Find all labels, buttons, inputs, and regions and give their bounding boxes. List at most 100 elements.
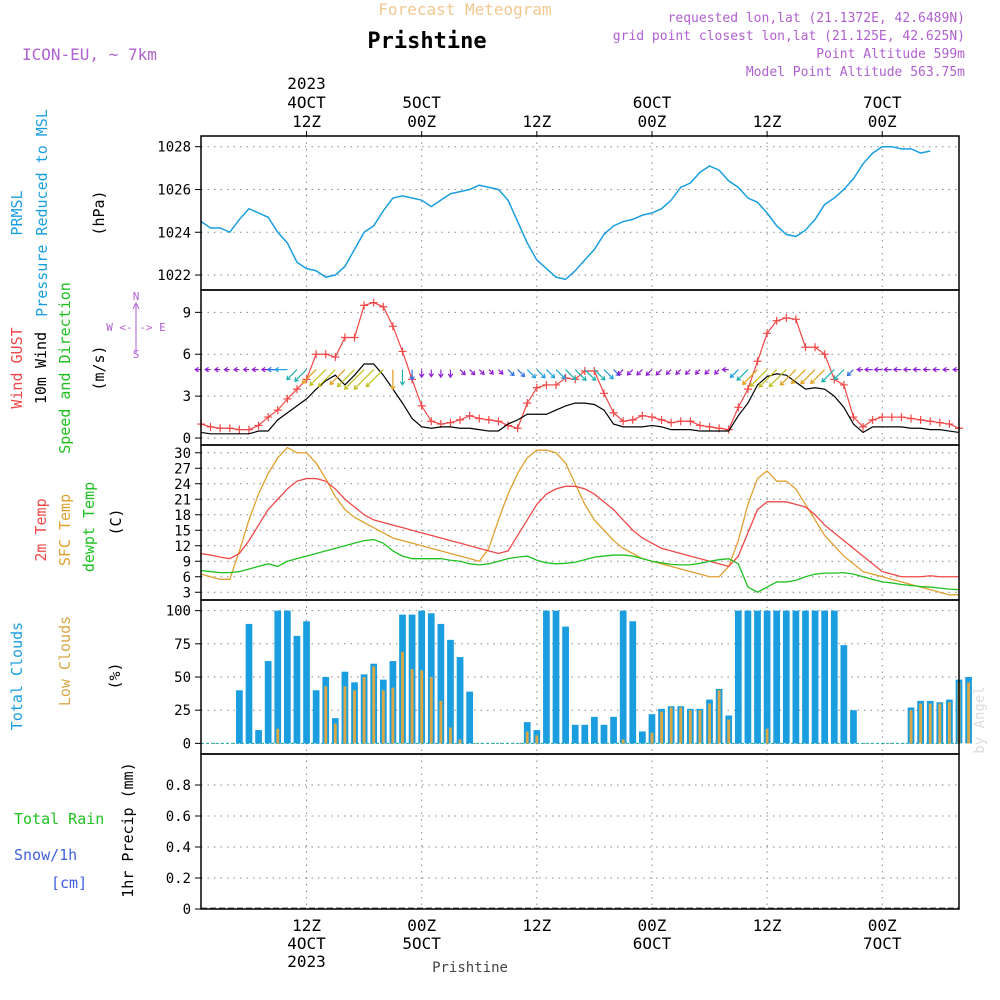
gust-marker (484, 415, 493, 424)
gust-marker (321, 350, 330, 359)
ytick-label: 75 (174, 637, 191, 653)
wind-arrow (833, 369, 845, 381)
gust-marker (676, 417, 685, 426)
bottom-time-label: 6OCT (633, 934, 672, 953)
wind-arrow (912, 366, 921, 373)
wind-arrow (317, 369, 336, 388)
low-cloud-bar (727, 719, 731, 744)
wind-arrow (232, 366, 240, 373)
gust-marker (686, 417, 695, 426)
top-time-label: 5OCT (402, 93, 441, 112)
wind-arrow (498, 369, 504, 375)
total-cloud-bar (763, 610, 771, 744)
top-time-label: 7OCT (863, 93, 902, 112)
gust-marker (628, 415, 637, 424)
wind-arrow (741, 369, 758, 386)
wind-arrow (675, 369, 682, 376)
low-cloud-bar (429, 677, 433, 744)
total-cloud-bar (629, 621, 637, 744)
ytick-label: 27 (174, 461, 191, 477)
pressure-line (200, 145, 931, 281)
gust-marker (456, 415, 465, 424)
gust-marker (552, 380, 561, 389)
top-time-label: 4OCT (287, 93, 326, 112)
ytick-label: 9 (183, 554, 191, 570)
grid-precip: 0 0.2 0.4 0.6 0.8 (166, 754, 959, 918)
total-cloud-bar (734, 610, 742, 744)
gust-marker (887, 413, 896, 422)
temp-label-dewpt: dewpt Temp (80, 482, 98, 572)
panel-pressure: 1022 1024 1026 1028 (157, 135, 960, 291)
wind-arrow (555, 369, 566, 380)
ytick-label: 100 (166, 604, 191, 620)
low-cloud-bar (660, 711, 663, 744)
gust-marker (897, 413, 906, 422)
gust-marker (331, 353, 340, 362)
gust-marker (446, 418, 455, 427)
total-cloud-bar (581, 724, 589, 744)
wind-arrow (329, 369, 346, 386)
wind-label-10m: 10m Wind (32, 332, 50, 404)
low-cloud-bar (708, 703, 711, 744)
gust-marker (244, 425, 253, 434)
wind-arrow (922, 366, 931, 373)
credit: by Angel (972, 686, 988, 753)
gust-marker (868, 415, 877, 424)
gust-marker (619, 417, 628, 426)
wind-arrow (856, 366, 864, 373)
wind-arrow (526, 369, 537, 379)
low-cloud-bar (439, 700, 443, 744)
low-cloud-bar (717, 690, 721, 744)
total-cloud-bar (850, 710, 857, 744)
top-time-label: 12Z (292, 112, 321, 131)
panel-frame (200, 289, 960, 446)
total-cloud-bar (543, 610, 550, 744)
wind-arrow (736, 369, 749, 382)
gust-marker (705, 422, 714, 431)
wind-arrow (294, 369, 307, 382)
wind-arrow (194, 366, 201, 373)
dewpoint-line (200, 538, 960, 593)
model-altitude: Model Point Altitude 563.75m (746, 65, 965, 80)
wind-arrow (721, 366, 729, 373)
low-cloud-bar (938, 703, 942, 744)
gust-marker (542, 380, 551, 389)
station-name: Prishtine (367, 29, 486, 54)
wind-arrow (846, 369, 854, 377)
gust-marker (475, 414, 484, 423)
wind-arrow (645, 369, 653, 376)
gust-marker (753, 357, 762, 366)
low-cloud-bar (362, 677, 366, 744)
wind-arrow (593, 369, 606, 381)
wind-arrow (636, 369, 643, 376)
gust-marker (350, 333, 359, 342)
gust-marker (398, 347, 407, 356)
wind-arrow (286, 369, 298, 381)
bottom-time-label: 5OCT (402, 934, 441, 953)
wind-arrow (507, 369, 515, 377)
wind-arrow (892, 366, 902, 373)
wind-unit: (m/s) (90, 345, 108, 390)
gust-marker (206, 422, 215, 431)
clouds-label-total: Total Clouds (8, 622, 26, 730)
wind-arrow (447, 369, 454, 379)
wind-arrow (251, 366, 259, 373)
total-cloud-bar (773, 610, 781, 744)
top-time-label: 00Z (868, 112, 897, 131)
gust-marker (264, 413, 273, 422)
ytick-label: 6 (183, 347, 191, 363)
wind-arrow (729, 369, 739, 379)
gust-marker (494, 417, 503, 426)
compass-s: S (133, 348, 140, 361)
low-cloud-bar (621, 739, 625, 744)
gust-marker (782, 313, 791, 322)
ytick-label: 0.4 (166, 840, 191, 856)
gust-marker (791, 315, 800, 324)
gust-marker (878, 413, 887, 422)
wind-arrow (488, 369, 494, 375)
wind-arrow (213, 366, 221, 373)
low-cloud-bar (947, 702, 951, 744)
wind-arrow (204, 366, 211, 373)
